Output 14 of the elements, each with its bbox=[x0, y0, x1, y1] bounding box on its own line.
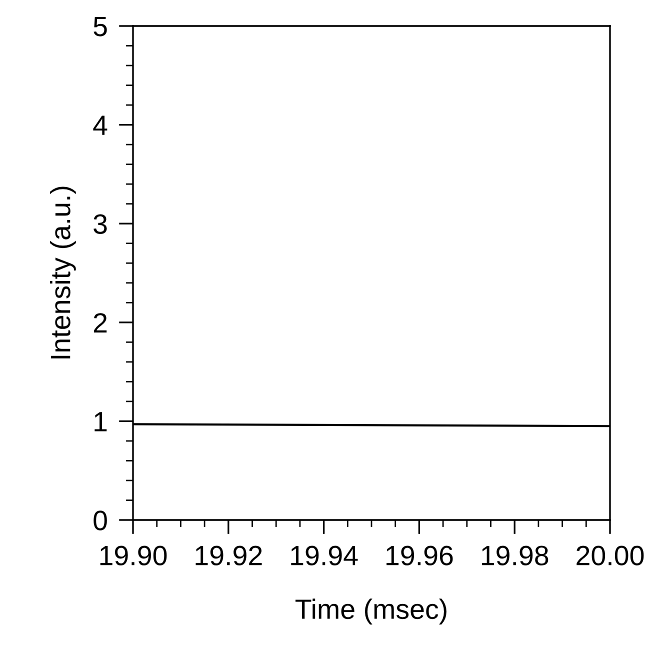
x-tick-label: 20.00 bbox=[576, 546, 644, 566]
y-axis-title: Intensity (a.u.) bbox=[50, 186, 76, 358]
y-tick-label: 1 bbox=[94, 412, 107, 432]
x-tick-label: 19.96 bbox=[386, 546, 453, 566]
y-tick-label: 5 bbox=[94, 16, 107, 36]
y-tick-label: 0 bbox=[94, 510, 107, 530]
x-axis-title: Time (msec) bbox=[295, 598, 446, 625]
y-tick-label: 3 bbox=[94, 214, 107, 234]
x-tick-label: 19.98 bbox=[482, 546, 548, 566]
y-tick-label: 2 bbox=[94, 313, 107, 332]
x-tick-label: 19.92 bbox=[196, 546, 262, 566]
x-tick-label: 19.90 bbox=[100, 546, 167, 566]
x-tick-label: 19.94 bbox=[291, 546, 358, 566]
y-tick-label: 4 bbox=[93, 116, 108, 135]
